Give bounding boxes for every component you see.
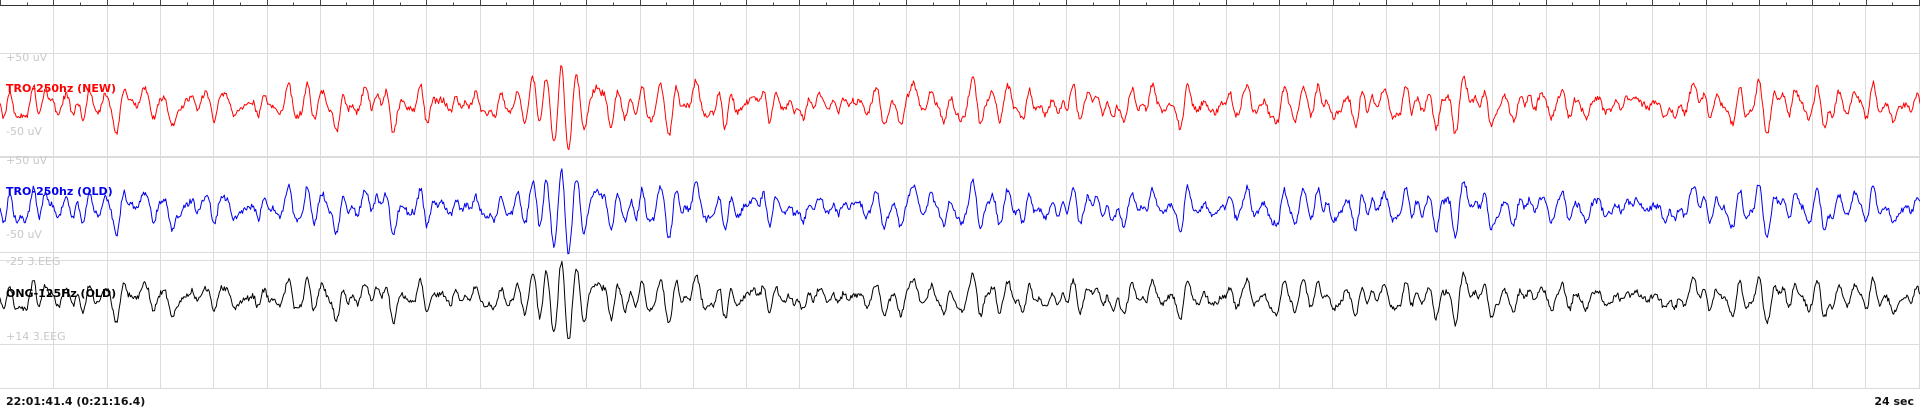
channel-scale-top: -25 3.EEG: [6, 255, 60, 268]
channel-scale-top: +50 uV: [6, 154, 48, 167]
channel-trace: [0, 168, 1920, 255]
channel-trace: [0, 65, 1920, 151]
grid-layer: [0, 6, 1920, 389]
channel-name: TRO-250hz (NEW): [6, 82, 116, 95]
channel-scale-bottom: -50 uV: [6, 125, 42, 138]
start-time-label: 22:01:41.4 (0:21:16.4): [6, 395, 145, 408]
footer: 22:01:41.4 (0:21:16.4) 24 sec: [6, 395, 1914, 408]
channel-3: -25 3.EEG +14 3.EEG ONG-125Hz (OLD): [0, 255, 1920, 343]
channel-2: +50 uV -50 uV TRO-250hz (OLD): [0, 154, 1920, 255]
channel-name: TRO-250hz (OLD): [6, 185, 113, 198]
time-ruler: [0, 0, 1920, 6]
channel-trace: [0, 260, 1920, 339]
channel-1: +50 uV -50 uV TRO-250hz (NEW): [0, 51, 1920, 151]
channel-scale-top: +50 uV: [6, 51, 48, 64]
channels-layer: +50 uV -50 uV TRO-250hz (NEW) +50 uV -50 uV T…: [0, 51, 1920, 343]
channel-name: ONG-125Hz (OLD): [6, 287, 116, 300]
window-duration-label: 24 sec: [1874, 395, 1914, 408]
channel-scale-bottom: -50 uV: [6, 228, 42, 241]
channel-scale-bottom: +14 3.EEG: [6, 330, 66, 343]
